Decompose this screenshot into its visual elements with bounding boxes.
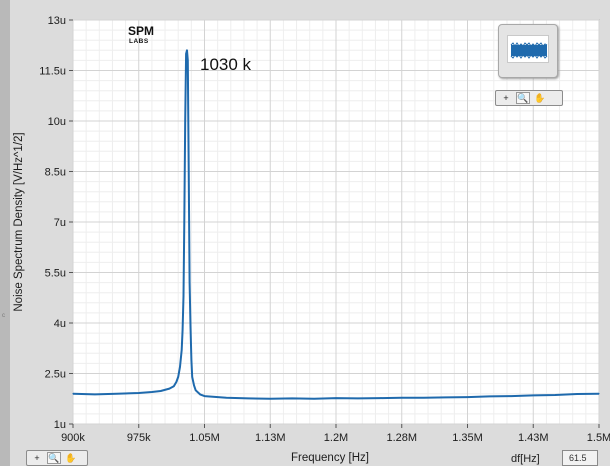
grid (72, 19, 600, 425)
graph-palette-bottom: + 🔍 ✋ (26, 450, 88, 466)
x-axis-title: Frequency [Hz] (291, 452, 369, 464)
trace-point (160, 390, 162, 392)
df-value-field[interactable]: 61.5 (562, 450, 598, 466)
trace-point (193, 384, 195, 386)
trace-point (182, 295, 185, 297)
y-tick-label: 8.5u (45, 167, 66, 179)
y-tick-label: 7u (54, 217, 66, 229)
trace-point (203, 395, 206, 397)
trace-point (313, 398, 315, 400)
graph-panel: 900k 975k 1.05M 1.13M 1.2M 1.28M 1.35M 1.43M 1.5… (10, 0, 610, 466)
trace-point (184, 120, 186, 122)
trace-point (488, 395, 490, 397)
y-tick-label: 13u (48, 15, 66, 27)
trace-point (247, 397, 249, 399)
plot-legend[interactable] (498, 24, 558, 78)
trace-point (151, 391, 153, 393)
trace-point (291, 397, 293, 399)
trace-point (94, 393, 96, 395)
graph-palette-top: + 🔍 ✋ (495, 90, 563, 106)
trace-point (179, 366, 181, 368)
trace-point (177, 376, 179, 378)
zoom-icon[interactable]: 🔍 (516, 92, 530, 104)
trace-point (335, 397, 337, 399)
spm-labs-logo: SPM LABS (128, 24, 154, 45)
trace-point (576, 393, 578, 395)
trace-point (357, 397, 359, 399)
crosshair-icon[interactable]: + (503, 93, 509, 103)
zoom-icon[interactable]: 🔍 (47, 452, 61, 464)
trace-point (554, 394, 556, 396)
trace-point (181, 349, 183, 351)
trace-point (510, 395, 512, 397)
df-label: df[Hz] (511, 453, 540, 465)
trace-point (191, 376, 193, 378)
y-tick-label: 5.5u (45, 268, 66, 280)
peak-annotation: 1030 k (200, 55, 252, 74)
x-tick-label: 1.05M (189, 432, 220, 444)
left-edge-mark: c (2, 313, 5, 319)
x-tick-label: 1.28M (386, 432, 417, 444)
pan-hand-icon[interactable]: ✋ (65, 453, 77, 463)
trace-point (195, 389, 197, 391)
logo-text-spm: SPM (128, 24, 154, 38)
y-tick-label: 4u (54, 318, 66, 330)
trace-point (401, 397, 403, 399)
trace-point (175, 381, 177, 383)
trace-point (225, 397, 227, 399)
trace-point (72, 393, 74, 395)
x-axis-ticks: 900k 975k 1.05M 1.13M 1.2M 1.28M 1.35M 1.43M 1.5… (61, 424, 610, 444)
y-tick-label: 1u (54, 419, 66, 431)
x-tick-label: 1.13M (255, 432, 286, 444)
y-tick-label: 10u (48, 116, 66, 128)
trace-point (532, 394, 534, 396)
trace-point (183, 221, 185, 223)
y-axis-title: Noise Spectrum Density [V/Hz^1/2] (13, 132, 25, 311)
trace-point (188, 167, 190, 169)
x-tick-label: 1.43M (518, 432, 549, 444)
x-tick-label: 1.5M (587, 432, 610, 444)
trace-layer (72, 49, 600, 400)
trace-point (189, 325, 192, 327)
trace-point (190, 359, 192, 361)
legend-trace-swatch (507, 35, 549, 63)
trace-point (182, 329, 184, 331)
trace-point (269, 398, 271, 400)
trace-point (189, 282, 191, 284)
trace-point (598, 393, 600, 395)
pan-hand-icon[interactable]: ✋ (534, 93, 546, 103)
x-tick-label: 900k (61, 432, 85, 444)
trace-point (199, 393, 201, 395)
trace-point (187, 59, 189, 62)
trace-point (379, 397, 381, 399)
trace-point (423, 397, 425, 399)
y-tick-label: 11.5u (39, 66, 66, 78)
trace-point (185, 53, 187, 55)
trace-point (138, 392, 140, 394)
trace-point (116, 393, 118, 395)
x-tick-label: 1.35M (452, 432, 483, 444)
spectrum-trace (72, 49, 600, 400)
y-axis-ticks: 1u 2.5u 4u 5.5u 7u 8.5u 10u 11.5u 13u (39, 15, 73, 431)
logo-text-labs: LABS (129, 38, 149, 45)
trace-point (186, 49, 188, 51)
spectrum-graph: 900k 975k 1.05M 1.13M 1.2M 1.28M 1.35M 1.43M 1.5… (13, 15, 610, 464)
crosshair-icon[interactable]: + (34, 453, 40, 463)
x-tick-label: 975k (127, 432, 151, 444)
trace-point (466, 396, 469, 398)
trace-point (168, 388, 170, 390)
trace-point (445, 396, 447, 398)
x-tick-label: 1.2M (324, 432, 348, 444)
trace-point (173, 385, 175, 387)
y-tick-label: 2.5u (45, 369, 66, 381)
